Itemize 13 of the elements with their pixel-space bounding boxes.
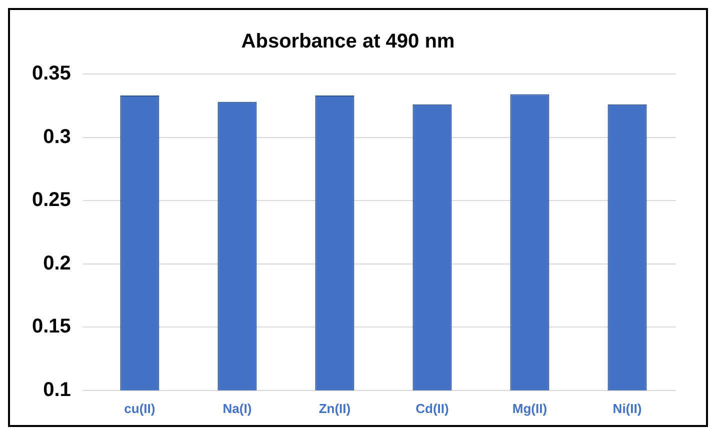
chart-title: Absorbance at 490 nm	[241, 30, 455, 53]
y-tick-label: 0.35	[32, 62, 71, 85]
y-tick-label: 0.15	[32, 316, 71, 338]
y-tick-label: 0.3	[43, 126, 71, 148]
x-tick-label: cu(II)	[124, 400, 156, 416]
x-tick-label: Na(I)	[222, 400, 252, 416]
x-tick-label: Cd(II)	[416, 400, 449, 416]
x-tick-label: Zn(II)	[318, 400, 351, 416]
y-tick-label: 0.2	[43, 252, 71, 274]
x-tick-label: Ni(II)	[612, 400, 642, 416]
y-tick-label: 0.1	[43, 378, 71, 401]
y-tick-label: 0.25	[32, 189, 71, 212]
x-tick-label: Mg(II)	[512, 400, 548, 416]
